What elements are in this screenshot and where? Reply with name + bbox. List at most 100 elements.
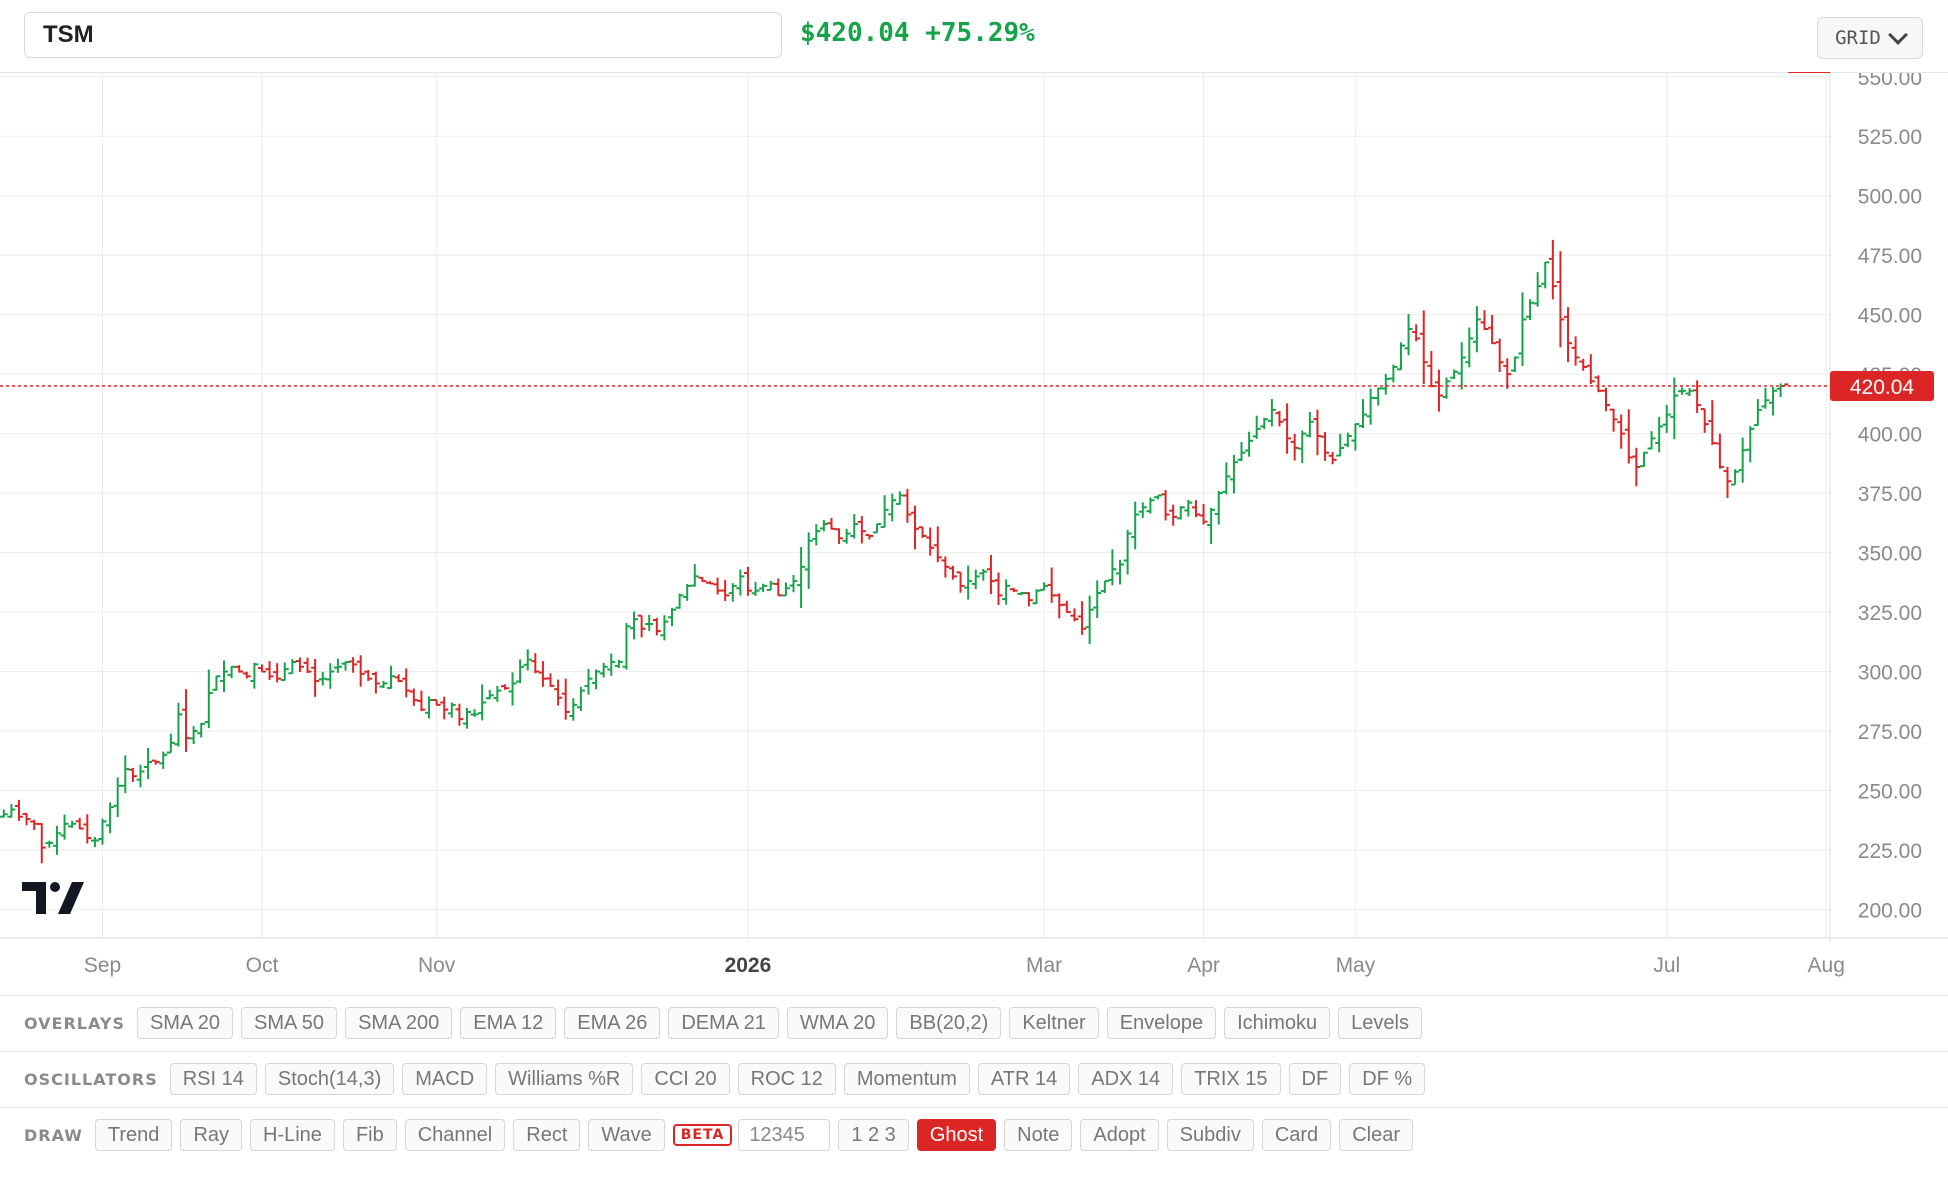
df-button[interactable]: DF %	[1349, 1063, 1426, 1095]
ohlc-bar	[0, 809, 8, 818]
ohlc-bar	[1419, 310, 1428, 385]
ohlc-bar	[873, 523, 882, 534]
levels-button[interactable]: Levels	[1338, 1007, 1422, 1039]
view-mode-dropdown[interactable]: GRID	[1817, 17, 1923, 59]
ema-12-button[interactable]: EMA 12	[460, 1007, 557, 1039]
df-button[interactable]: DF	[1288, 1063, 1342, 1095]
ohlc-bar	[1184, 499, 1193, 517]
ray-button[interactable]: Ray	[180, 1119, 243, 1151]
envelope-button[interactable]: Envelope	[1106, 1007, 1217, 1039]
ohlc-bar	[159, 751, 168, 769]
ohlc-bar	[1670, 377, 1679, 440]
ohlc-bar	[1655, 416, 1664, 453]
ohlc-bar	[1442, 377, 1451, 399]
cci-20-button[interactable]: CCI 20	[641, 1063, 730, 1095]
ohlc-bar	[1465, 327, 1474, 368]
ohlc-bar	[797, 547, 806, 609]
ohlc-bar	[1040, 582, 1049, 591]
oscillator-button-group: RSI 14 Stoch(14,3) MACD Williams %R CCI 20 RO…	[169, 1063, 1433, 1095]
ohlc-bar	[113, 777, 122, 817]
trend-button[interactable]: Trend	[94, 1119, 173, 1151]
card-button[interactable]: Card	[1261, 1119, 1332, 1151]
ohlc-bar	[1275, 410, 1284, 427]
bb-20-2-button[interactable]: BB(20,2)	[896, 1007, 1002, 1039]
x-tick-label: Oct	[246, 954, 279, 977]
atr-14-button[interactable]: ATR 14	[977, 1063, 1071, 1095]
ohlc-bar	[1518, 292, 1527, 367]
ohlc-bar	[364, 670, 373, 681]
sma-50-button[interactable]: SMA 50	[241, 1007, 338, 1039]
ghost-button[interactable]: Ghost	[916, 1119, 997, 1151]
ohlc-bar	[1359, 399, 1368, 429]
ohlc-bar	[1199, 503, 1208, 525]
ohlc-bar	[1396, 342, 1405, 371]
ohlc-bar	[30, 819, 39, 830]
ohlc-bar	[1510, 356, 1519, 372]
ema-26-button[interactable]: EMA 26	[564, 1007, 661, 1039]
ohlc-bar	[971, 569, 980, 590]
wma-20-button[interactable]: WMA 20	[786, 1007, 889, 1039]
y-tick-label: 550.00	[1858, 72, 1922, 90]
y-tick-label: 475.00	[1858, 245, 1922, 268]
ohlc-bar	[1002, 579, 1011, 605]
ohlc-bar	[865, 534, 874, 540]
ohlc-bar	[1313, 409, 1322, 456]
symbol-input[interactable]	[24, 12, 782, 58]
ichimoku-button[interactable]: Ichimoku	[1224, 1007, 1331, 1039]
ohlc-bar	[622, 623, 631, 670]
ohlc-bar	[1237, 441, 1246, 462]
roc-12-button[interactable]: ROC 12	[737, 1063, 836, 1095]
fib-button[interactable]: Fib	[342, 1119, 397, 1151]
rect-button[interactable]: Rect	[513, 1119, 581, 1151]
sma-200-button[interactable]: SMA 200	[345, 1007, 453, 1039]
ohlc-bar	[1343, 432, 1352, 448]
h-line-button[interactable]: H-Line	[250, 1119, 335, 1151]
macd-button[interactable]: MACD	[402, 1063, 488, 1095]
ohlc-bar	[1260, 417, 1269, 430]
ohlc-bar	[690, 564, 699, 587]
ohlc-bar	[1693, 380, 1702, 413]
ohlc-bar	[462, 707, 471, 729]
note-button[interactable]: Note	[1004, 1119, 1073, 1151]
channel-button[interactable]: Channel	[404, 1119, 506, 1151]
ohlc-bar	[60, 814, 69, 840]
ohlc-bar	[447, 702, 456, 718]
ohlc-bar	[888, 493, 897, 522]
stoch-14-3-button[interactable]: Stoch(14,3)	[264, 1063, 395, 1095]
adopt-button[interactable]: Adopt	[1080, 1119, 1159, 1151]
trix-15-button[interactable]: TRIX 15	[1181, 1063, 1281, 1095]
ohlc-bar	[713, 577, 722, 595]
wave-alt-button[interactable]: 1 2 3	[838, 1119, 909, 1151]
ohlc-bar	[1085, 595, 1094, 645]
rsi-14-button[interactable]: RSI 14	[169, 1063, 257, 1095]
ohlc-bar	[1321, 432, 1330, 461]
williams-r-button[interactable]: Williams %R	[495, 1063, 634, 1095]
momentum-button[interactable]: Momentum	[843, 1063, 970, 1095]
top-bar: $420.04 +75.29% GRID	[0, 0, 1948, 72]
ohlc-bar	[227, 665, 236, 679]
ohlc-bar	[1100, 580, 1109, 593]
ohlc-bar	[614, 659, 623, 669]
wave-button[interactable]: Wave	[588, 1119, 665, 1151]
sma-20-button[interactable]: SMA 20	[136, 1007, 234, 1039]
ohlc-bar	[1427, 350, 1436, 388]
ohlc-bar	[52, 825, 61, 855]
ohlc-bar	[1624, 409, 1633, 464]
wave-count-field[interactable]: 12345	[738, 1119, 831, 1151]
ohlc-bar	[1404, 314, 1413, 356]
ohlc-bar	[903, 488, 912, 523]
ohlc-bar	[1731, 469, 1740, 486]
keltner-button[interactable]: Keltner	[1009, 1007, 1099, 1039]
ohlc-bar	[986, 554, 995, 595]
adx-14-button[interactable]: ADX 14	[1078, 1063, 1174, 1095]
ohlc-bar	[1586, 354, 1595, 385]
ohlc-bar	[1450, 369, 1459, 380]
clear-button[interactable]: Clear	[1339, 1119, 1413, 1151]
ohlc-bar	[417, 690, 426, 712]
price-chart[interactable]: 200.00 225.00 250.00 275.00 300.00 325.00 350.…	[0, 72, 1948, 996]
ohlc-bar	[1032, 589, 1041, 605]
overlays-label: OVERLAYS	[24, 1013, 125, 1033]
ohlc-bar	[303, 657, 312, 674]
dema-21-button[interactable]: DEMA 21	[668, 1007, 779, 1039]
subdiv-button[interactable]: Subdiv	[1166, 1119, 1254, 1151]
